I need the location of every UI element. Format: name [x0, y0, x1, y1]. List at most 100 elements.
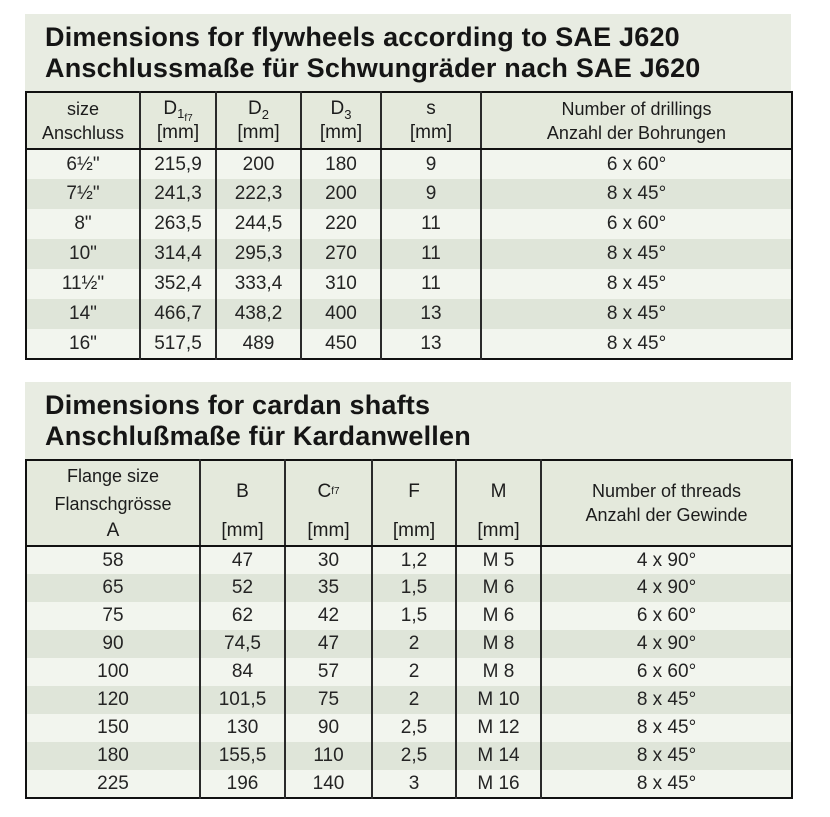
cell: M 6: [455, 602, 541, 630]
cell: 270: [300, 239, 381, 269]
s-symbol: s: [426, 97, 436, 119]
b-unit: [mm]: [221, 520, 264, 541]
cell: 8 x 45°: [480, 329, 793, 359]
cell: 225: [25, 770, 200, 798]
cell: 438,2: [215, 299, 301, 329]
cell: 2: [371, 658, 456, 686]
cell: 517,5: [139, 329, 216, 359]
d1-symbol: D1f7: [163, 97, 193, 125]
col-header-flange: Flange size Flanschgrösse A: [25, 460, 200, 547]
cell: 2: [371, 630, 456, 658]
cell: 8 x 45°: [540, 742, 793, 770]
flywheel-header-row: size Anschluss D1f7 [mm] D2 [mm]: [25, 92, 793, 150]
cell: 310: [300, 269, 381, 299]
col-header-drillings-en: Number of drillings: [561, 98, 712, 119]
cell: 7½": [25, 179, 140, 209]
cell: 196: [199, 770, 285, 798]
table-row: 14" 466,7 438,2 400 13 8 x 45°: [25, 299, 793, 329]
cell: 74,5: [199, 630, 285, 658]
flywheel-title-de: Anschlussmaße für Schwungräder nach SAE …: [45, 53, 701, 83]
col-header-size-en: size: [66, 98, 99, 119]
cell: 16": [25, 329, 140, 359]
d1-unit: [mm]: [156, 121, 200, 143]
f-symbol: F: [408, 480, 420, 502]
cell: 1,5: [371, 602, 456, 630]
cell: 58: [25, 546, 200, 574]
cell: 120: [25, 686, 200, 714]
cell: 30: [284, 546, 372, 574]
cell: 8 x 45°: [480, 269, 793, 299]
cell: 75: [284, 686, 372, 714]
col-header-d2: D2 [mm]: [215, 92, 301, 150]
flywheel-table-body: 6½" 215,9 200 180 9 6 x 60° 7½" 241,3 222,3 200 9 8…: [25, 149, 793, 359]
cell: 180: [25, 742, 200, 770]
flywheel-title-en: Dimensions for flywheels according to SA…: [45, 22, 680, 52]
cell: 11: [380, 269, 481, 299]
table-row: 6½" 215,9 200 180 9 6 x 60°: [25, 149, 793, 179]
cell: 100: [25, 658, 200, 686]
d2-symbol: D2: [248, 97, 269, 122]
cell: 13: [380, 329, 481, 359]
cell: 263,5: [139, 209, 216, 239]
cell: 295,3: [215, 239, 301, 269]
cell: 42: [284, 602, 372, 630]
table-row: 11½" 352,4 333,4 310 11 8 x 45°: [25, 269, 793, 299]
cell: 4 x 90°: [540, 630, 793, 658]
cell: 130: [199, 714, 285, 742]
b-symbol: B: [236, 480, 249, 502]
cell: 11: [380, 209, 481, 239]
table-row: 150 130 90 2,5 M 12 8 x 45°: [25, 714, 793, 742]
cell: 2: [371, 686, 456, 714]
table-row: 180 155,5 110 2,5 M 14 8 x 45°: [25, 742, 793, 770]
cell: 150: [25, 714, 200, 742]
cell: 14": [25, 299, 140, 329]
cell: 4 x 90°: [540, 574, 793, 602]
flywheel-table: size Anschluss D1f7 [mm] D2 [mm]: [25, 91, 793, 360]
cell: M 6: [455, 574, 541, 602]
cell: 52: [199, 574, 285, 602]
cell: 101,5: [199, 686, 285, 714]
cell: M 10: [455, 686, 541, 714]
cell: 241,3: [139, 179, 216, 209]
c-unit: [mm]: [307, 520, 350, 541]
col-header-size: size Anschluss: [25, 92, 140, 150]
cell: 8 x 45°: [540, 770, 793, 798]
flywheel-title-block: Dimensions for flywheels according to SA…: [25, 14, 791, 91]
cell: M 5: [455, 546, 541, 574]
col-header-threads: Number of threads Anzahl der Gewinde: [540, 460, 793, 547]
col-header-threads-de: Anzahl der Gewinde: [585, 505, 748, 525]
cell: M 12: [455, 714, 541, 742]
d2-unit: [mm]: [237, 121, 280, 143]
cell: 140: [284, 770, 372, 798]
col-header-drillings: Number of drillings Anzahl der Bohrungen: [480, 92, 793, 150]
col-header-threads-en: Number of threads: [591, 481, 742, 501]
cardan-title-de: Anschlußmaße für Kardanwellen: [45, 421, 471, 451]
cell: 65: [25, 574, 200, 602]
table-row: 8" 263,5 244,5 220 11 6 x 60°: [25, 209, 793, 239]
cell: 220: [300, 209, 381, 239]
cell: 62: [199, 602, 285, 630]
cell: 2,5: [371, 742, 456, 770]
cell: 1,5: [371, 574, 456, 602]
cell: M 8: [455, 630, 541, 658]
cell: 6 x 60°: [480, 209, 793, 239]
cell: 75: [25, 602, 200, 630]
table-row: 225 196 140 3 M 16 8 x 45°: [25, 770, 793, 798]
cell: M 16: [455, 770, 541, 798]
cardan-title-en: Dimensions for cardan shafts: [45, 390, 431, 420]
cell: 47: [199, 546, 285, 574]
cell: 450: [300, 329, 381, 359]
cell: 4 x 90°: [540, 546, 793, 574]
s-unit: [mm]: [409, 121, 453, 143]
cell: 8 x 45°: [480, 179, 793, 209]
cell: M 8: [455, 658, 541, 686]
cell: 8 x 45°: [480, 239, 793, 269]
cell: 333,4: [215, 269, 301, 299]
cell: 8 x 45°: [540, 686, 793, 714]
flywheel-section: Dimensions for flywheels according to SA…: [25, 14, 793, 360]
